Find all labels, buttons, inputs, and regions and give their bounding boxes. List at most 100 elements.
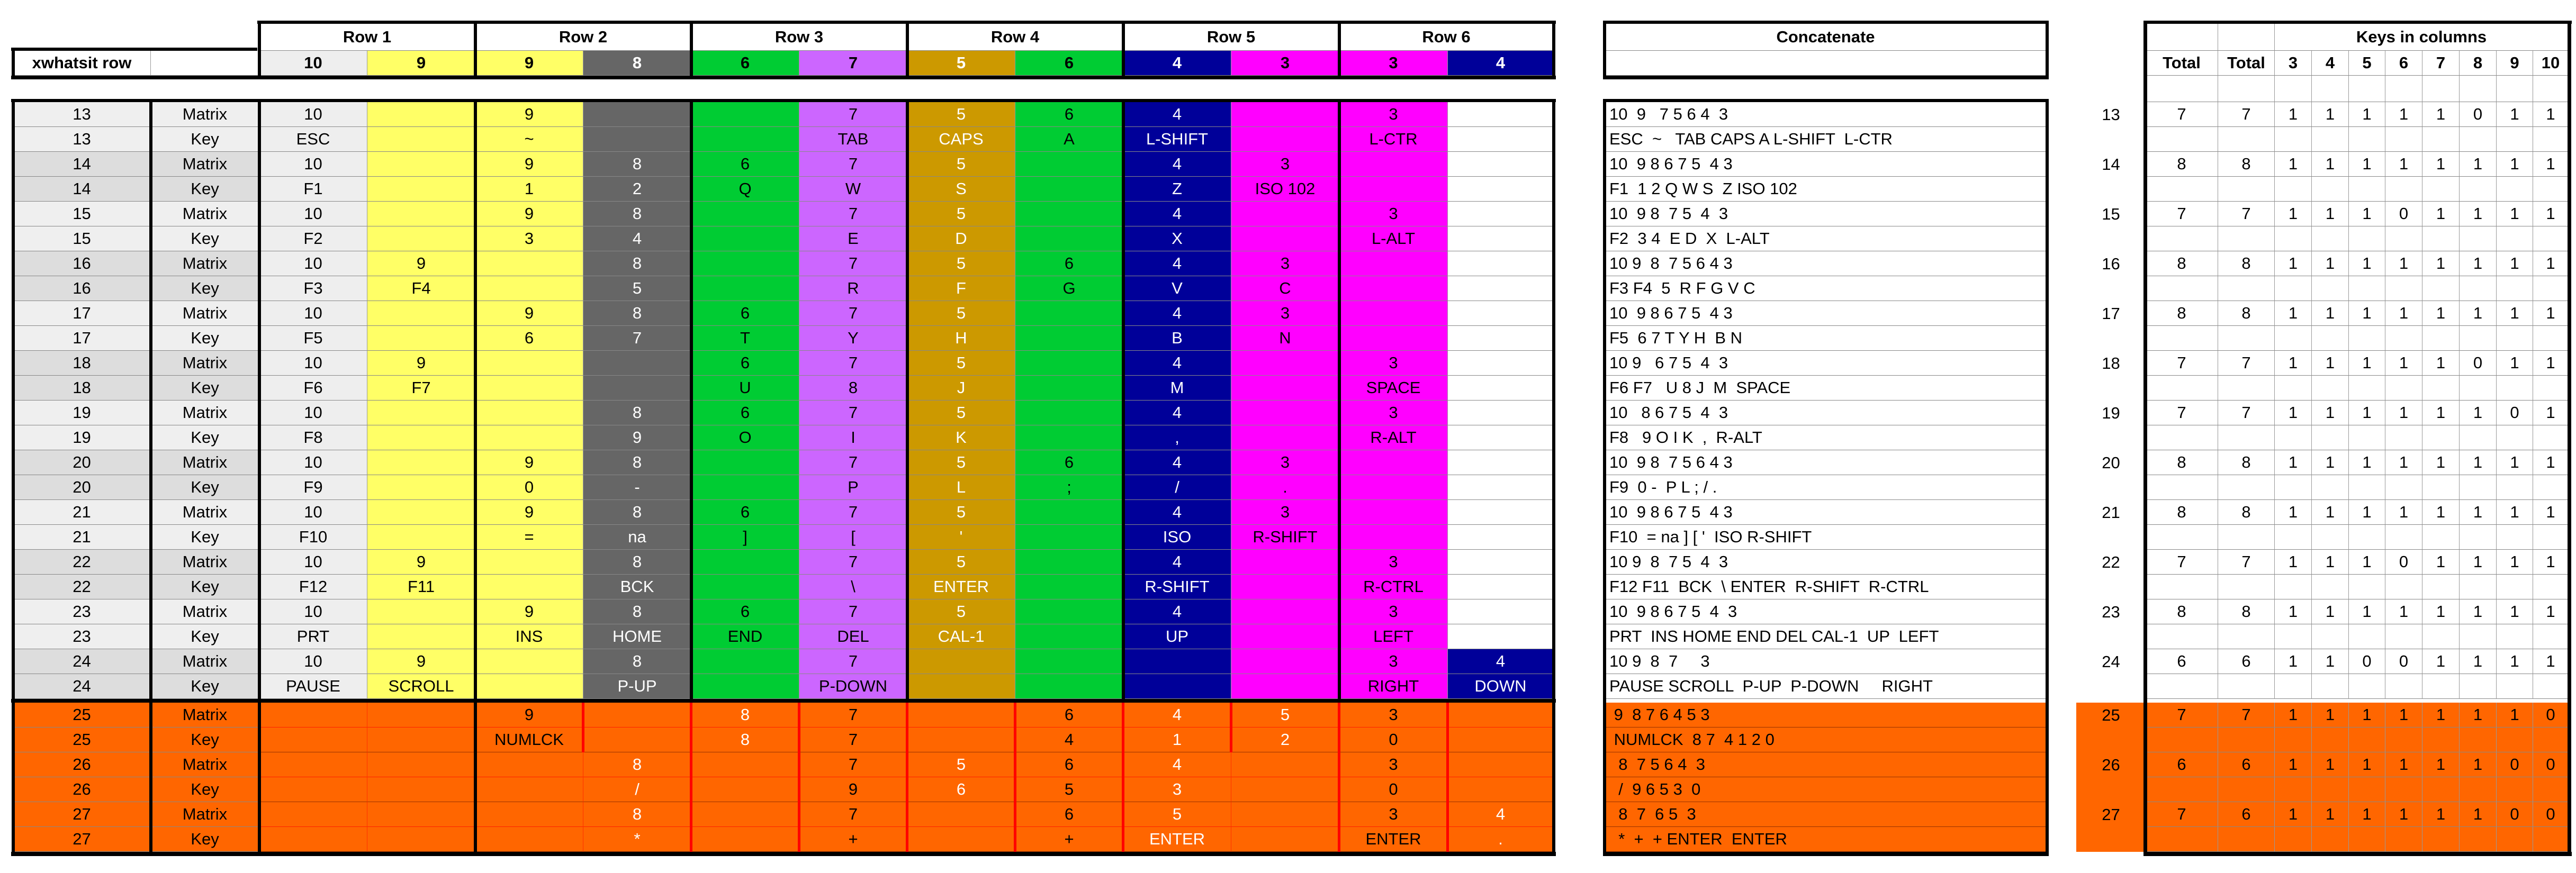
blank-cell[interactable] [2275, 575, 2312, 599]
keys-count-cell[interactable]: 1 [2385, 102, 2422, 127]
keys-count-cell[interactable]: 7 [2218, 351, 2275, 376]
matrix-cell[interactable]: F7 [367, 376, 475, 401]
keys-column-header[interactable]: 4 [2312, 51, 2349, 76]
matrix-cell[interactable]: 4 [1448, 802, 1554, 827]
matrix-cell[interactable]: \ [799, 575, 907, 599]
keys-count-cell[interactable]: 1 [2497, 703, 2533, 728]
row-number[interactable]: 16 [13, 251, 151, 276]
matrix-cell[interactable] [367, 703, 475, 728]
matrix-cell[interactable]: ISO 102 [1231, 177, 1339, 202]
matrix-cell[interactable]: 4 [1123, 550, 1231, 575]
keys-in-columns-header[interactable]: Keys in columns [2275, 24, 2569, 51]
blank-cell[interactable] [2218, 728, 2275, 752]
matrix-cell[interactable] [1339, 475, 1448, 500]
keys-count-cell[interactable]: 1 [2460, 802, 2497, 827]
keys-count-cell[interactable]: 1 [2497, 301, 2533, 326]
keys-count-cell[interactable]: 1 [2312, 500, 2349, 525]
matrix-cell[interactable]: 3 [1339, 351, 1448, 376]
matrix-cell[interactable]: 5 [907, 152, 1015, 177]
matrix-cell[interactable] [1339, 450, 1448, 475]
matrix-cell[interactable] [475, 276, 583, 301]
matrix-cell[interactable] [367, 450, 475, 475]
keys-count-cell[interactable]: 7 [2218, 550, 2275, 575]
matrix-cell[interactable] [1015, 326, 1123, 351]
row-number[interactable]: 18 [13, 376, 151, 401]
matrix-cell[interactable]: 8 [583, 649, 691, 674]
keys-count-cell[interactable]: 8 [2218, 301, 2275, 326]
matrix-cell[interactable] [907, 728, 1015, 752]
keys-count-cell[interactable]: 1 [2533, 351, 2569, 376]
blank-cell[interactable] [2312, 76, 2349, 102]
keys-count-cell[interactable]: 1 [2385, 152, 2422, 177]
blank-cell[interactable] [2385, 777, 2422, 802]
matrix-cell[interactable]: 5 [907, 202, 1015, 226]
keys-count-cell[interactable]: 0 [2385, 202, 2422, 226]
column-number-header[interactable]: 5 [907, 51, 1015, 76]
matrix-cell[interactable]: ENTER [907, 575, 1015, 599]
blank-cell[interactable] [2460, 575, 2497, 599]
keys-count-cell[interactable]: 1 [2312, 301, 2349, 326]
blank-cell[interactable] [2312, 226, 2349, 251]
matrix-cell[interactable]: E [799, 226, 907, 251]
matrix-cell[interactable]: 5 [907, 500, 1015, 525]
concatenate-cell[interactable]: 9 8 7 6 4 5 3 [1605, 703, 2047, 728]
matrix-cell[interactable] [475, 827, 583, 852]
concatenate-cell[interactable]: * + + ENTER ENTER [1605, 827, 2047, 852]
keys-count-cell[interactable]: 1 [2460, 550, 2497, 575]
blank-cell[interactable] [2312, 326, 2349, 351]
matrix-cell[interactable] [691, 550, 799, 575]
keys-row-number[interactable]: 18 [2102, 353, 2120, 372]
matrix-cell[interactable]: 7 [799, 752, 907, 777]
matrix-cell[interactable] [691, 575, 799, 599]
matrix-cell[interactable]: 3 [1339, 102, 1448, 127]
matrix-cell[interactable] [691, 226, 799, 251]
matrix-cell[interactable]: 3 [1231, 152, 1339, 177]
blank-cell[interactable] [2533, 777, 2569, 802]
keys-count-cell[interactable]: 0 [2497, 752, 2533, 777]
matrix-cell[interactable] [583, 351, 691, 376]
keys-count-cell[interactable]: 1 [2422, 550, 2460, 575]
keys-count-cell[interactable]: 1 [2275, 802, 2312, 827]
matrix-cell[interactable]: F1 [259, 177, 367, 202]
matrix-cell[interactable]: UP [1123, 624, 1231, 649]
blank-cell[interactable] [2497, 376, 2533, 401]
keys-count-cell[interactable]: 8 [2146, 599, 2218, 624]
row-number[interactable]: 15 [13, 226, 151, 251]
matrix-cell[interactable] [583, 127, 691, 152]
matrix-cell[interactable] [1015, 351, 1123, 376]
matrix-cell[interactable]: 3 [1339, 550, 1448, 575]
matrix-cell[interactable]: 5 [907, 550, 1015, 575]
keys-count-cell[interactable]: 1 [2385, 752, 2422, 777]
row-number[interactable]: 27 [13, 827, 151, 852]
matrix-cell[interactable]: 4 [1123, 599, 1231, 624]
matrix-cell[interactable]: . [1448, 827, 1554, 852]
concatenate-cell[interactable]: 10 9 8 6 7 5 4 3 [1605, 301, 2047, 326]
matrix-cell[interactable] [691, 251, 799, 276]
matrix-cell[interactable]: 6 [691, 351, 799, 376]
matrix-cell[interactable] [367, 525, 475, 550]
row-type[interactable]: Key [151, 827, 259, 852]
keys-count-cell[interactable]: 1 [2460, 752, 2497, 777]
row-number[interactable]: 23 [13, 624, 151, 649]
row-type[interactable]: Key [151, 475, 259, 500]
matrix-cell[interactable] [1231, 127, 1339, 152]
blank-cell[interactable] [2218, 624, 2275, 649]
matrix-cell[interactable]: 3 [1339, 599, 1448, 624]
blank-cell[interactable] [2460, 226, 2497, 251]
concatenate-cell[interactable]: / 9 6 5 3 0 [1605, 777, 2047, 802]
blank-cell[interactable] [2385, 674, 2422, 699]
matrix-cell[interactable] [1015, 624, 1123, 649]
matrix-cell[interactable]: 7 [799, 802, 907, 827]
keys-count-cell[interactable]: 6 [2218, 649, 2275, 674]
matrix-cell[interactable]: 10 [259, 102, 367, 127]
keys-count-cell[interactable]: 1 [2422, 301, 2460, 326]
matrix-cell[interactable]: RIGHT [1339, 674, 1448, 699]
matrix-cell[interactable] [583, 728, 691, 752]
keys-count-cell[interactable]: 1 [2422, 251, 2460, 276]
keys-column-header[interactable]: Total [2146, 51, 2218, 76]
blank-cell[interactable] [2422, 376, 2460, 401]
matrix-cell[interactable] [1015, 575, 1123, 599]
column-number-header[interactable]: 6 [691, 51, 799, 76]
matrix-cell[interactable] [367, 152, 475, 177]
blank-cell[interactable] [2275, 624, 2312, 649]
